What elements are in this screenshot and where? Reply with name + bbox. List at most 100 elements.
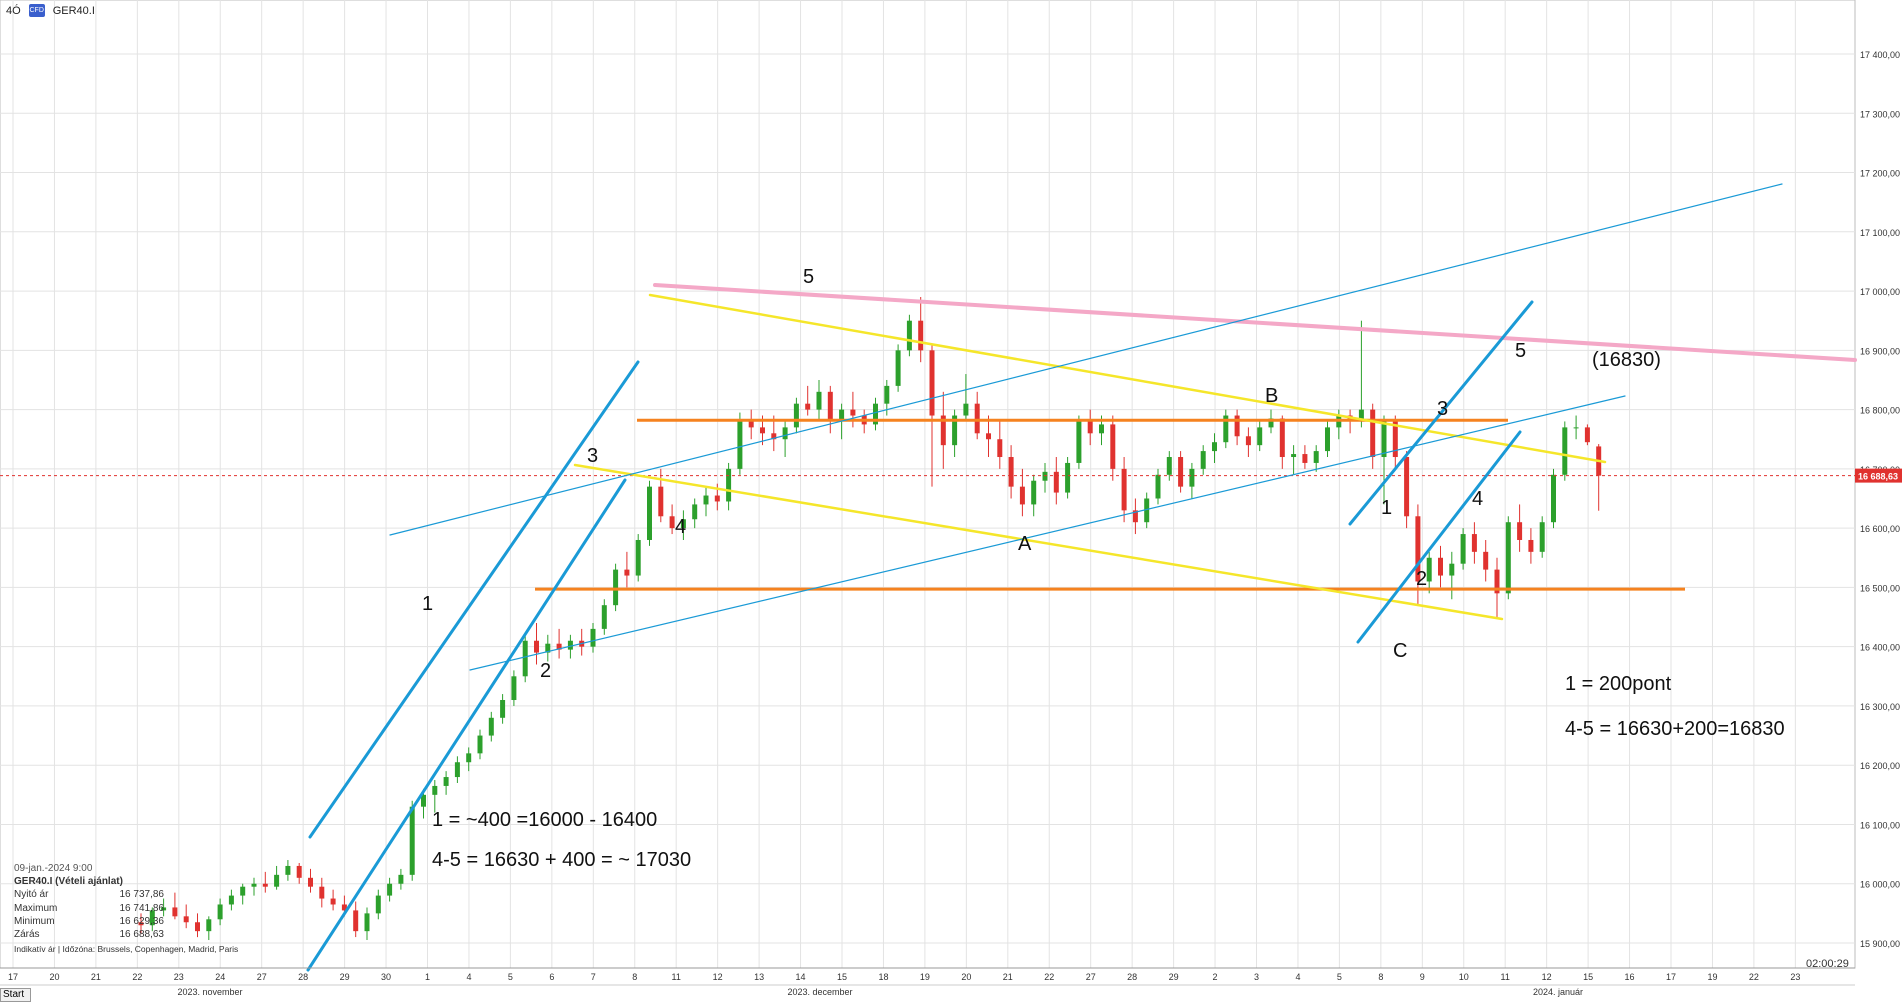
candle-body [375, 895, 381, 914]
price-tick-label: 17 400,00 [1860, 50, 1900, 60]
candle-body [308, 877, 313, 887]
info-row: Nyitó ár 16 737,86 [14, 888, 164, 901]
time-tick-label: 22 [132, 972, 142, 982]
current-price-label: 16 688,63 [1858, 472, 1898, 482]
time-tick-label: 28 [298, 972, 308, 982]
candle-body [590, 628, 596, 647]
candle-body [511, 676, 517, 701]
time-tick-label: 29 [340, 972, 350, 982]
grid [0, 0, 1856, 969]
candle-body [1381, 421, 1387, 458]
candle-body [805, 403, 811, 410]
clock-readout: 02:00:29 [1806, 958, 1849, 970]
candle-body [454, 762, 460, 778]
candle-body [195, 922, 200, 932]
time-tick-label: 4 [1295, 972, 1300, 982]
time-tick-label: 27 [257, 972, 267, 982]
price-tick-label: 16 300,00 [1860, 702, 1900, 712]
candle-body [341, 904, 347, 911]
candle-body [1404, 457, 1410, 517]
candle-body [1076, 421, 1082, 463]
candle-body [895, 350, 901, 386]
info-value: 16 629,36 [119, 915, 165, 927]
wave-label: 1 [422, 593, 433, 615]
candle-body [624, 569, 630, 576]
price-tick-label: 16 200,00 [1860, 761, 1900, 771]
candle-body [737, 421, 743, 469]
drawn-trendlines[interactable] [0, 183, 1857, 972]
month-label: 2023. december [787, 987, 852, 997]
candle-body [827, 391, 833, 422]
analysis-note: 4-5 = 16630 + 400 = ~ 17030 [432, 849, 691, 871]
info-row: Zárás 16 688,63 [14, 928, 164, 941]
candle-body [522, 640, 528, 677]
trendline-thin-blue-upper [389, 183, 1783, 536]
candle-body [1291, 454, 1297, 458]
candle-body [409, 806, 415, 875]
time-tick-label: 20 [961, 972, 971, 982]
candle-body [567, 640, 573, 650]
candle-body [443, 777, 449, 786]
candle-body [1144, 498, 1150, 523]
price-tick-label: 16 100,00 [1860, 820, 1900, 830]
time-tick-label: 15 [837, 972, 847, 982]
candle-body [940, 415, 946, 446]
candle-body [421, 794, 426, 807]
time-tick-label: 5 [1337, 972, 1342, 982]
candle-body [1178, 457, 1184, 487]
time-tick-label: 8 [1378, 972, 1383, 982]
wave-label: 3 [587, 445, 598, 467]
time-tick-label: 12 [1542, 972, 1552, 982]
candle-body [850, 409, 856, 416]
candle-body [1584, 427, 1590, 443]
candle-body [398, 874, 404, 884]
candle-body [228, 895, 234, 905]
candle-body [1099, 424, 1104, 434]
candle-body [963, 403, 969, 416]
analysis-note: 4-5 = 16630+200=16830 [1565, 718, 1785, 740]
plot-area [0, 0, 1856, 969]
time-tick-label: 19 [920, 972, 930, 982]
candle-body [353, 910, 359, 932]
candle-body [1517, 522, 1523, 540]
candle-body [1438, 557, 1443, 576]
time-tick-label: 29 [1169, 972, 1179, 982]
time-tick-label: 2 [1213, 972, 1218, 982]
info-label: Zárás [14, 929, 40, 941]
price-tick-label: 16 600,00 [1860, 524, 1900, 534]
candle-body [771, 433, 777, 440]
info-instrument: GER40.I (Vételi ajánlat) [14, 876, 123, 888]
time-tick-label: 6 [549, 972, 554, 982]
price-tick-label: 16 800,00 [1860, 406, 1900, 416]
info-value: 16 741,86 [119, 902, 165, 914]
wave-label: C [1393, 640, 1407, 662]
candle-body [1110, 424, 1116, 469]
time-tick-label: 4 [466, 972, 471, 982]
time-tick-label: 23 [174, 972, 184, 982]
candle-body [1325, 427, 1330, 452]
candle-body [1279, 418, 1285, 458]
time-tick-label: 15 [1583, 972, 1593, 982]
candle-body [149, 910, 155, 926]
candle-body [839, 409, 845, 422]
time-tick-label: 28 [1127, 972, 1137, 982]
time-tick-label: 21 [1003, 972, 1013, 982]
info-row: Maximum 16 741,86 [14, 902, 164, 915]
candle-body [1212, 442, 1217, 452]
time-tick-label: 10 [1459, 972, 1469, 982]
candle-body [1551, 474, 1556, 523]
candle-body [1166, 457, 1172, 475]
symbol-label[interactable]: GER40.I [52, 4, 95, 17]
candle-body [1562, 427, 1568, 475]
timeframe-label[interactable]: 4Ó [6, 4, 21, 17]
candle-body [1223, 415, 1229, 443]
info-datetime: 09-jan.-2024 9:00 [14, 863, 93, 874]
time-tick-label: 20 [49, 972, 59, 982]
price-tick-label: 16 400,00 [1860, 643, 1900, 653]
wave-label: 3 [1437, 398, 1448, 420]
candle-body [1471, 534, 1477, 552]
candle-body [601, 605, 607, 629]
wave-label: 1 [1381, 497, 1392, 519]
